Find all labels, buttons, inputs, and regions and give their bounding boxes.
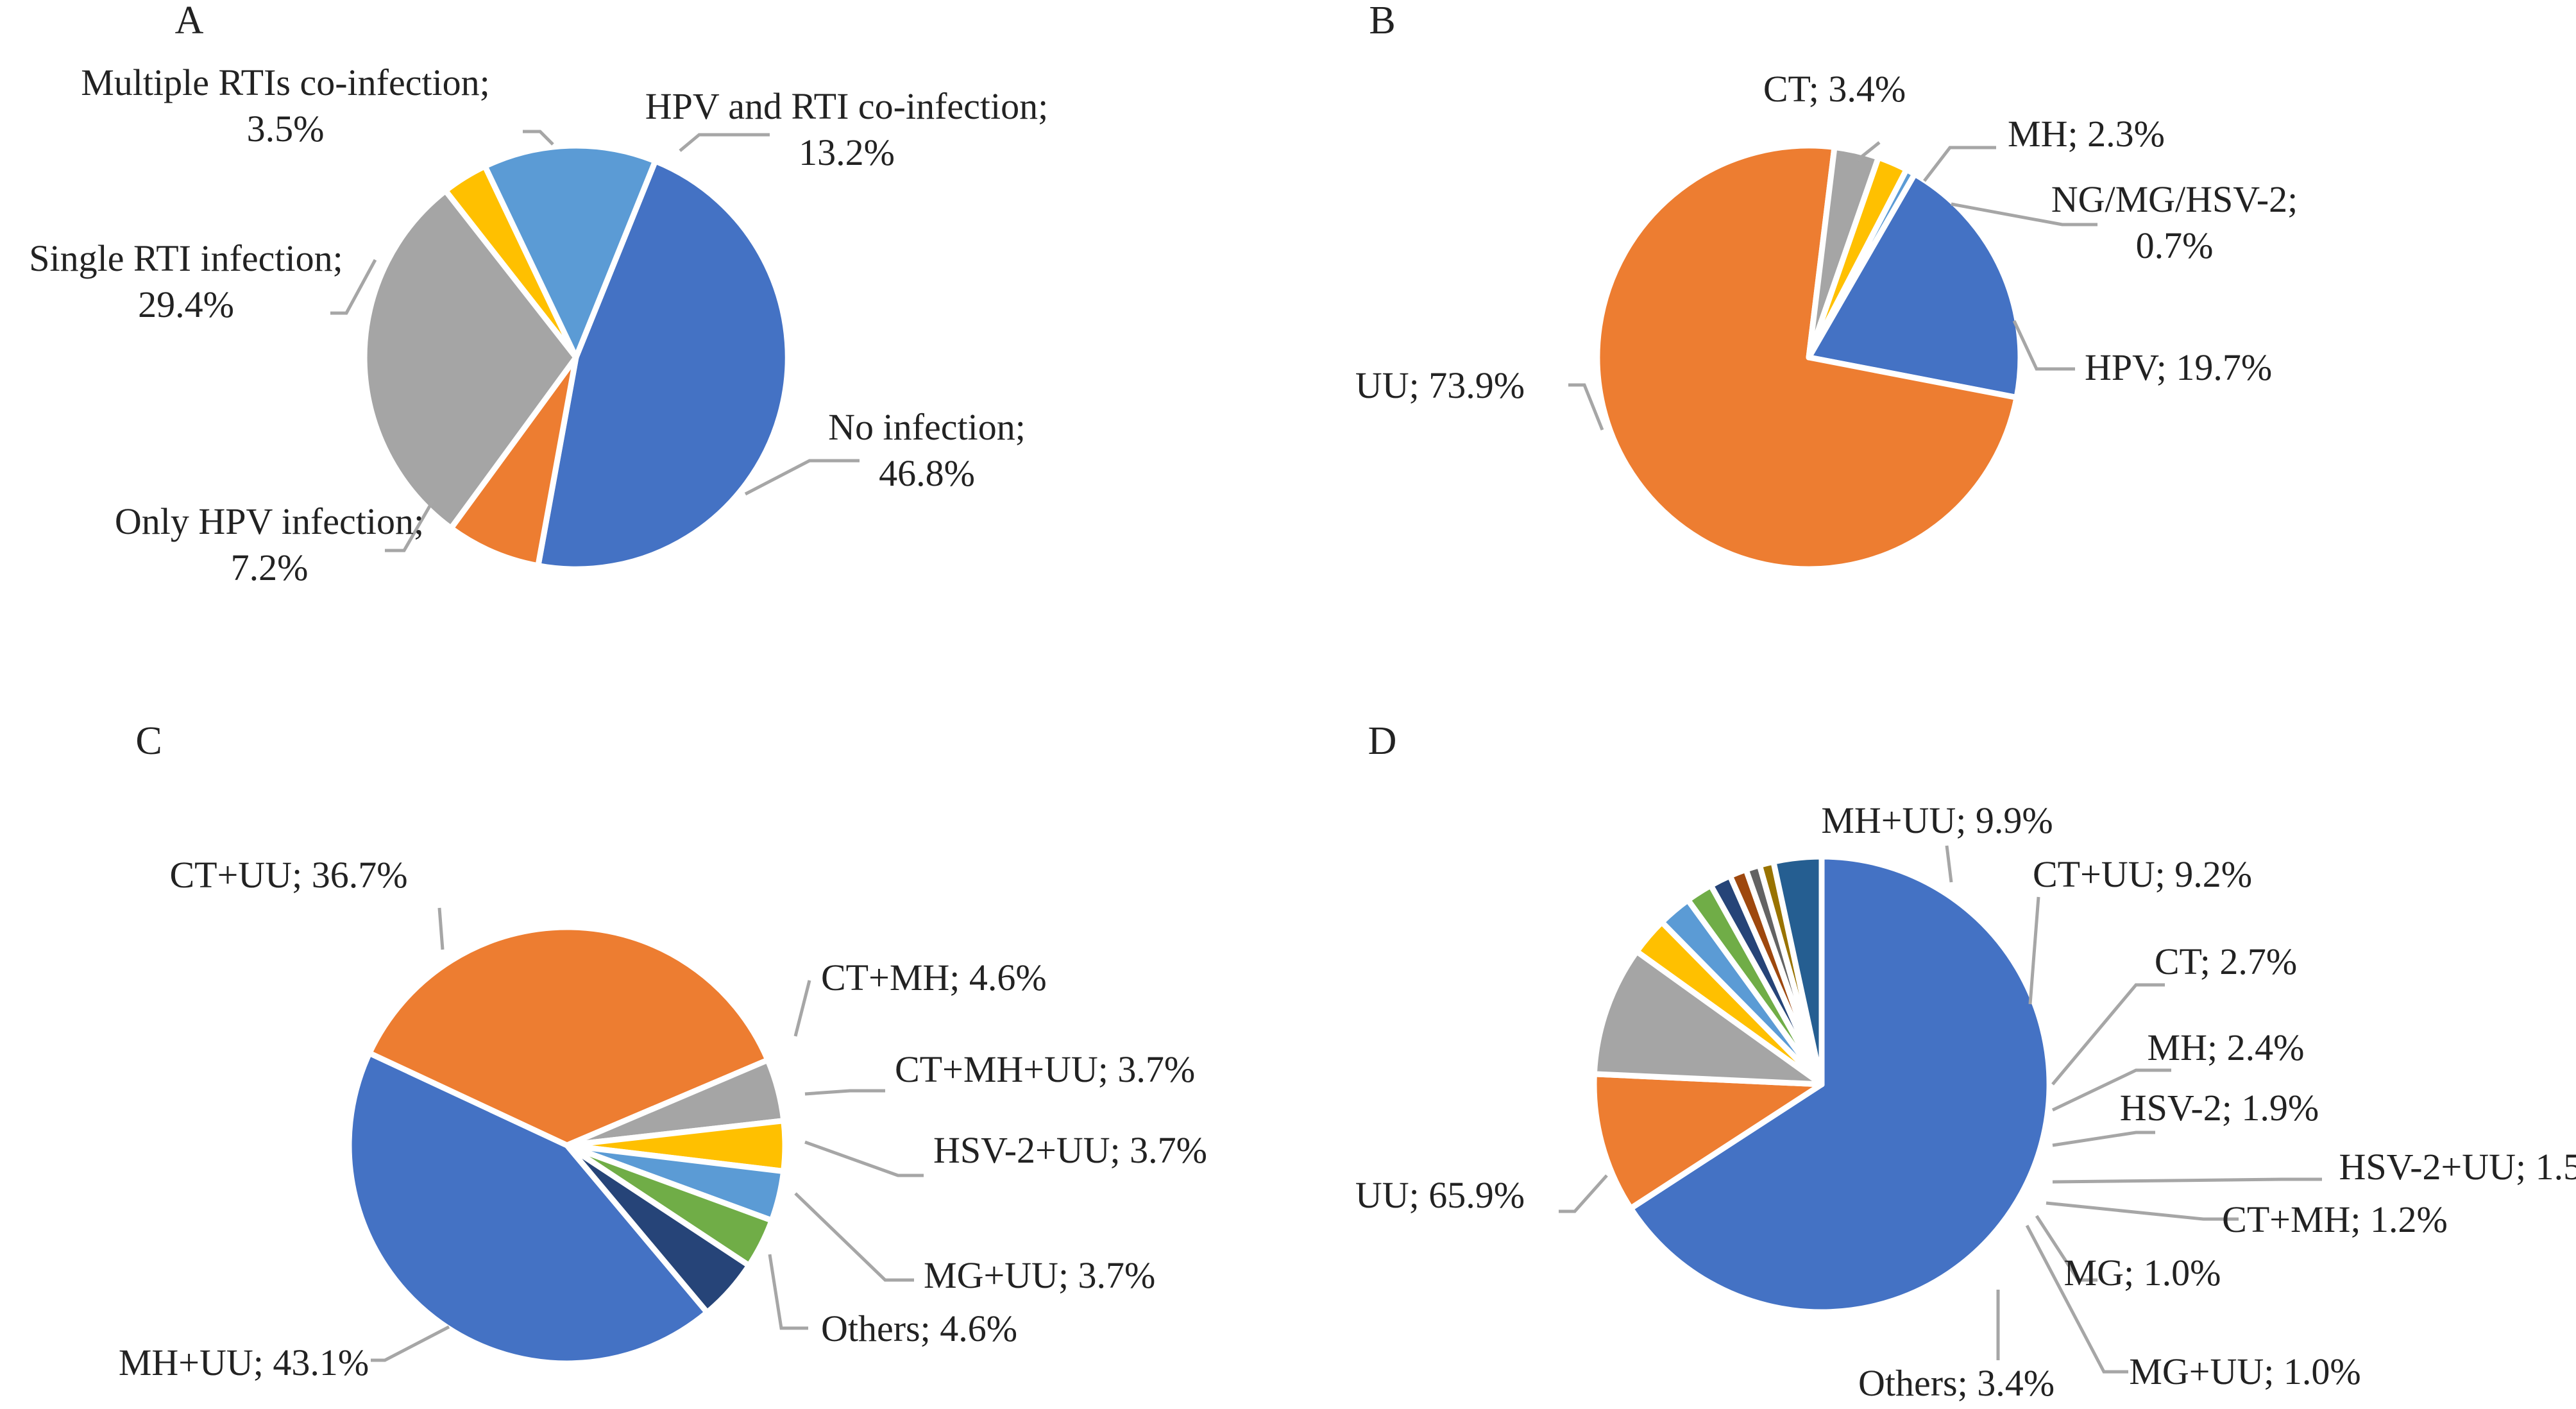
data-label-b-hpv: HPV; 19.7% [2085, 346, 2272, 388]
panel-label-b: B [1369, 0, 1395, 42]
leader-line-b-ng-mg-hsv-2 [1951, 202, 2097, 226]
leader-line-a-multiple-rtis-co-infection [523, 130, 554, 146]
leader-line-d-mh-plus-uu [1945, 845, 1953, 883]
slice-c-ct-plus-uu [366, 924, 771, 1149]
slice-a-single-rti-infection [361, 187, 579, 531]
leader-line-b-ct [1856, 141, 1881, 162]
slice-a-only-hpv-infection [448, 354, 579, 569]
data-label-b-ng-mg-hsv-2: NG/MG/HSV-2; 0.7% [2051, 178, 2298, 266]
data-label-d-ct-plus-mh: CT+MH; 1.2% [2222, 1199, 2448, 1240]
data-label-d-mh: MH; 2.4% [2148, 1027, 2305, 1068]
leader-line-a-no-infection [744, 459, 860, 496]
leader-line-c-ct-plus-mh [793, 980, 811, 1037]
data-label-c-mg-plus-uu: MG+UU; 3.7% [924, 1254, 1155, 1296]
leader-line-d-mg-plus-uu [2025, 1224, 2128, 1374]
data-label-d-ct-plus-uu: CT+UU; 9.2% [2033, 853, 2252, 895]
data-label-c-mh-plus-uu: MH+UU; 43.1% [119, 1342, 369, 1383]
pie-labels-b: HPV; 19.7% UU; 73.9% CT; 3.4% MH; 2.3% NG/MG… [1355, 68, 2298, 431]
slice-d-mh-plus-uu [1591, 1071, 1825, 1211]
leader-line-a-only-hpv-infection [385, 499, 435, 552]
slice-a-hpv-and-rti-co-infection [482, 142, 659, 361]
data-label-c-ct-plus-uu: CT+UU; 36.7% [169, 854, 407, 896]
data-label-a-single-rti-infection: Single RTI infection; 29.4% [29, 237, 343, 325]
data-label-b-ct: CT; 3.4% [1763, 68, 1906, 110]
leader-line-c-hsv-2-plus-uu [804, 1140, 924, 1177]
leader-line-d-hsv-2 [2052, 1131, 2155, 1147]
slice-d-ct-plus-uu [1591, 948, 1825, 1088]
leader-line-b-mh [1923, 146, 1996, 182]
leader-line-d-hsv-2-plus-uu [2052, 1177, 2322, 1184]
data-label-c-ct-plus-mh: CT+MH; 4.6% [821, 957, 1047, 998]
pie-slices-c [346, 924, 788, 1367]
pie-slices-d [1591, 853, 2053, 1315]
data-label-a-multiple-rtis-co-infection: Multiple RTIs co-infection; 3.5% [81, 62, 490, 149]
slice-a-no-infection [535, 158, 791, 572]
panel-label-c: C [135, 719, 162, 763]
pie-chart-b: B HPV; 19.7% UU; 73.9% CT; 3.4% MH; 2.3% NG/M… [1355, 0, 2298, 572]
slice-b-ng-mg-hsv-2 [1806, 166, 1918, 361]
leader-line-a-single-rti-infection [330, 259, 377, 315]
leader-line-c-mg-plus-uu [794, 1192, 914, 1282]
data-label-c-others: Others; 4.6% [821, 1308, 1017, 1349]
data-label-a-no-infection: No infection; 46.8% [828, 406, 1026, 494]
pie-chart-c: C MH+UU; 43.1% CT+UU; 36.7% CT+MH; 4.6% CT+M… [119, 719, 1207, 1383]
leader-line-d-mh [2051, 1068, 2171, 1112]
slice-d-uu [1627, 853, 2053, 1315]
pie-slices-a [361, 142, 791, 572]
data-label-d-others: Others; 3.4% [1858, 1362, 2055, 1404]
pie-labels-d: UU; 65.9% MH+UU; 9.9% CT+UU; 9.2% CT; 2.7% M… [1355, 799, 2576, 1404]
slice-d-others [1770, 853, 1825, 1088]
leader-line-b-uu [1568, 383, 1604, 431]
leader-line-c-others [768, 1254, 808, 1330]
pie-chart-d: D UU; 65.9% MH+UU; 9.9% CT+UU; 9.2% CT; 2.7%… [1355, 719, 2576, 1404]
data-label-d-mh-plus-uu: MH+UU; 9.9% [1821, 799, 2053, 841]
data-label-c-hsv-2-plus-uu: HSV-2+UU; 3.7% [933, 1129, 1207, 1171]
leader-line-d-ct-plus-uu [2028, 896, 2040, 1005]
data-label-a-only-hpv-infection: Only HPV infection; 7.2% [115, 500, 424, 588]
pie-labels-a: No infection; 46.8% Only HPV infection; 7.2… [29, 62, 1048, 588]
leader-line-d-uu [1559, 1174, 1608, 1213]
data-label-c-ct-plus-mh-plus-uu: CT+MH+UU; 3.7% [895, 1048, 1195, 1090]
data-label-d-hsv-2: HSV-2; 1.9% [2120, 1087, 2319, 1129]
data-label-d-uu: UU; 65.9% [1355, 1174, 1525, 1216]
data-label-d-mg-plus-uu: MG+UU; 1.0% [2129, 1351, 2360, 1392]
leader-line-c-ct-plus-uu [437, 907, 445, 950]
pie-chart-a: A No infection; 46.8% Only HPV infection; 7.… [29, 0, 1048, 588]
data-label-b-mh: MH; 2.3% [2008, 113, 2165, 155]
slice-c-others [564, 1142, 752, 1315]
pie-slices-b [1594, 142, 2024, 572]
pie-labels-c: MH+UU; 43.1% CT+UU; 36.7% CT+MH; 4.6% CT+MH… [119, 854, 1207, 1383]
slice-b-hpv [1806, 171, 2024, 400]
panel-label-d: D [1368, 719, 1397, 763]
leader-line-d-ct [2051, 983, 2165, 1086]
data-label-d-ct: CT; 2.7% [2155, 941, 2297, 982]
leader-line-c-mh-plus-uu [371, 1325, 450, 1362]
leader-line-a-hpv-and-rti-co-infection [679, 133, 770, 152]
slice-c-mh-plus-uu [346, 1050, 710, 1367]
data-label-d-mg: MG; 1.0% [2064, 1252, 2221, 1294]
data-label-b-uu: UU; 73.9% [1355, 364, 1525, 406]
leader-line-d-mg [2035, 1215, 2097, 1282]
data-label-d-hsv-2-plus-uu: HSV-2+UU; 1.5% [2339, 1146, 2576, 1188]
leader-line-d-ct-plus-mh [2046, 1201, 2239, 1221]
panel-label-a: A [175, 0, 204, 42]
data-label-a-hpv-and-rti-co-infection: HPV and RTI co-infection; 13.2% [645, 85, 1048, 173]
leader-line-b-hpv [2012, 320, 2075, 371]
leader-line-c-ct-plus-mh-plus-uu [804, 1089, 885, 1096]
